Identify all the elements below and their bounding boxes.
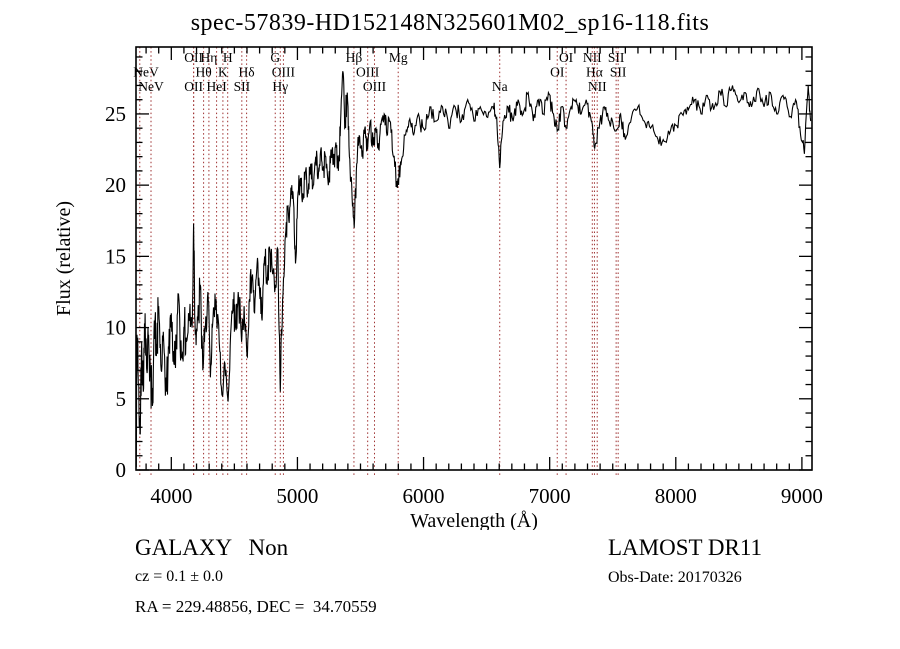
spectral-line-label: OII bbox=[184, 79, 203, 94]
x-tick-label: 7000 bbox=[529, 484, 571, 508]
y-tick-label: 10 bbox=[105, 316, 126, 340]
ra-dec-label: RA = 229.48856, DEC = 34.70559 bbox=[135, 597, 377, 616]
x-tick-label: 5000 bbox=[276, 484, 318, 508]
spectral-line-label: OIII bbox=[363, 79, 387, 94]
obs-date-label: Obs-Date: 20170326 bbox=[608, 569, 742, 586]
spectral-line-label: Na bbox=[492, 79, 508, 94]
y-tick-label: 15 bbox=[105, 244, 126, 268]
spectral-line-label: Hγ bbox=[272, 79, 288, 94]
spectral-line-label: NeV bbox=[138, 79, 164, 94]
spectral-line-label: SII bbox=[610, 65, 627, 80]
redshift-label: cz = 0.1 ± 0.0 bbox=[135, 568, 224, 585]
spectral-line-label: Hδ bbox=[239, 65, 255, 80]
spectral-line-label: NII bbox=[583, 50, 602, 65]
y-tick-label: 5 bbox=[116, 387, 127, 411]
spectral-line-label: H bbox=[223, 50, 233, 65]
x-tick-label: 4000 bbox=[150, 484, 192, 508]
spectral-line-label: Hθ bbox=[195, 65, 211, 80]
spectral-line-label: OIII bbox=[272, 65, 296, 80]
spectral-line-label: OII bbox=[184, 50, 203, 65]
fits-file-title: spec-57839-HD152148N325601M02_sp16-118.f… bbox=[190, 10, 710, 36]
spectral-line-label: NII bbox=[588, 79, 607, 94]
spectrum-trace bbox=[135, 71, 812, 468]
spectral-line-label: SII bbox=[608, 50, 625, 65]
y-axis-title: Flux (relative) bbox=[53, 201, 75, 316]
y-tick-label: 20 bbox=[105, 173, 126, 197]
spectral-line-label: OI bbox=[550, 65, 565, 80]
y-tick-label: 0 bbox=[116, 458, 127, 482]
spectral-line-label: OIII bbox=[356, 65, 380, 80]
spectral-line-label: HeI bbox=[206, 79, 227, 94]
spectral-line-label: Mg bbox=[389, 50, 408, 65]
x-tick-label: 8000 bbox=[655, 484, 697, 508]
x-axis-title: Wavelength (Å) bbox=[410, 510, 538, 530]
x-tick-label: 6000 bbox=[403, 484, 445, 508]
spectral-line-label: K bbox=[218, 65, 228, 80]
y-tick-label: 25 bbox=[105, 102, 126, 126]
spectral-line-label: Hα bbox=[586, 65, 603, 80]
spectral-line-label: Hβ bbox=[346, 50, 363, 65]
spectral-line-label: NeV bbox=[133, 65, 159, 80]
spectral-line-label: Hη bbox=[200, 50, 217, 65]
spectral-line-label: G bbox=[270, 50, 280, 65]
object-class-label: GALAXY Non bbox=[135, 535, 289, 560]
spectral-line-label: SII bbox=[234, 79, 251, 94]
survey-release-label: LAMOST DR11 bbox=[608, 535, 762, 560]
spectral-line-label: OI bbox=[559, 50, 574, 65]
plot-frame bbox=[135, 46, 813, 471]
x-tick-label: 9000 bbox=[781, 484, 823, 508]
